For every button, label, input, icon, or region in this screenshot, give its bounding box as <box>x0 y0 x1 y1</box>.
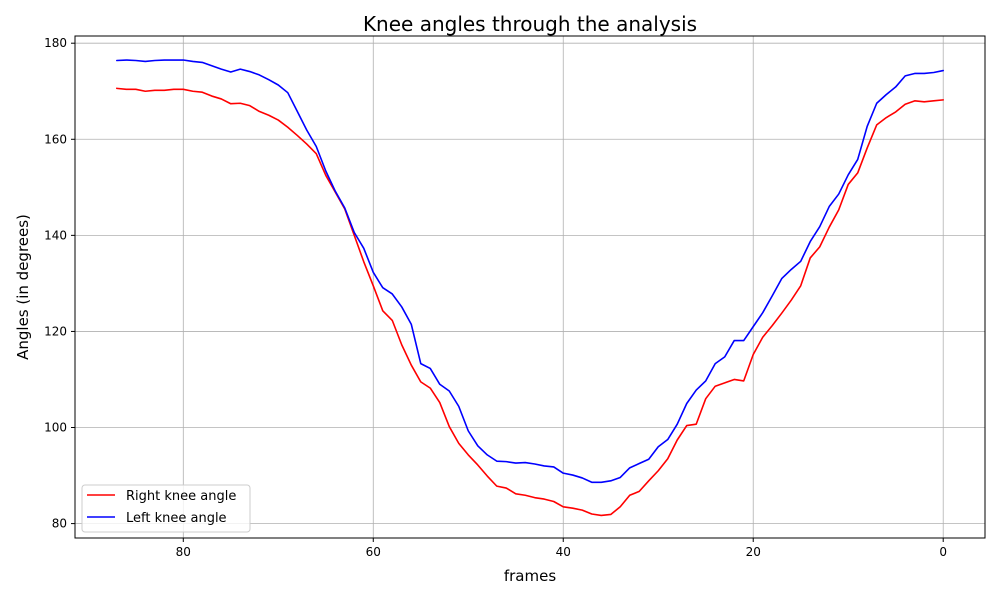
legend-box <box>81 484 251 533</box>
legend: Right knee angle Left knee angle <box>81 484 251 533</box>
y-tick-label: 80 <box>52 517 67 531</box>
x-tick-label: 20 <box>746 545 761 559</box>
plot-series <box>116 59 945 517</box>
chart-title: Knee angles through the analysis <box>363 12 697 36</box>
left-knee-angle-line <box>116 59 945 484</box>
grid-lines <box>75 36 985 538</box>
right-knee-angle-line <box>116 87 945 517</box>
legend-label-left-knee: Left knee angle <box>126 511 227 526</box>
x-tick-label: 40 <box>556 545 571 559</box>
y-tick-label: 160 <box>44 132 67 146</box>
x-axis-title: frames <box>504 567 556 585</box>
x-tick-label: 0 <box>939 545 947 559</box>
x-tick-label: 80 <box>176 545 191 559</box>
axis-ticks: 80 60 40 20 0 80 100 120 140 160 180 <box>44 36 947 559</box>
y-tick-label: 180 <box>44 36 67 50</box>
y-tick-label: 140 <box>44 228 67 242</box>
y-tick-label: 100 <box>44 421 67 435</box>
legend-label-right-knee: Right knee angle <box>126 489 236 504</box>
y-tick-label: 120 <box>44 324 67 338</box>
plot-frame <box>74 35 986 539</box>
x-tick-label: 60 <box>366 545 381 559</box>
y-axis-title: Angles (in degrees) <box>14 214 32 360</box>
